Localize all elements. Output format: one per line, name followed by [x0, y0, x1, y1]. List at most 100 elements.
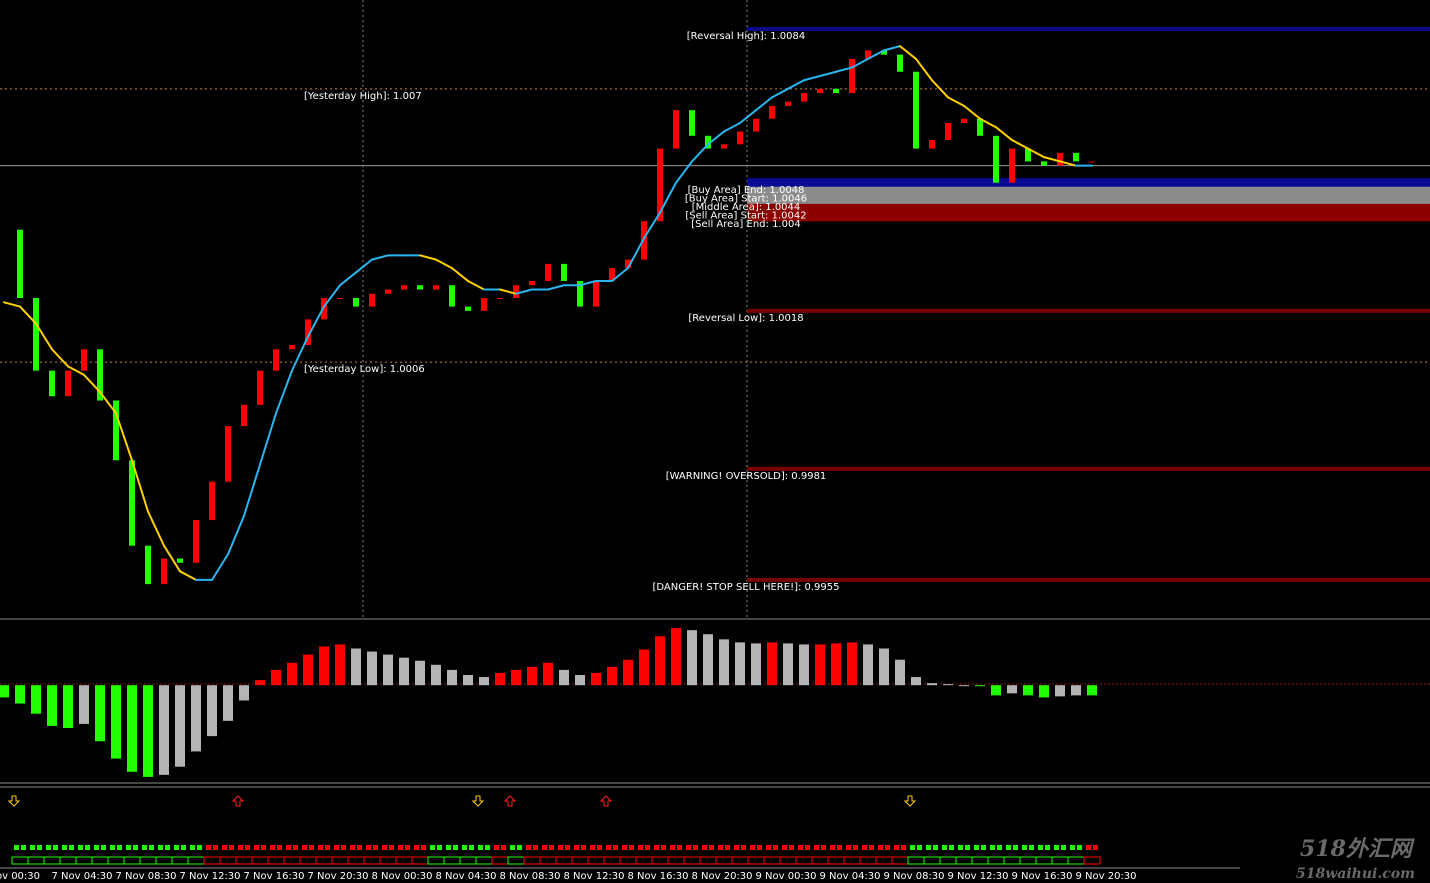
trend-square — [901, 845, 906, 850]
candle-body — [321, 298, 327, 320]
candle-body — [49, 370, 55, 397]
trend-square — [837, 845, 842, 850]
trend-cell — [939, 856, 957, 865]
moving-average — [515, 288, 533, 295]
x-tick-label: 9 Nov 08:30 — [883, 871, 944, 882]
trend-cell — [731, 856, 749, 865]
trend-square — [366, 845, 371, 850]
moving-average — [547, 284, 565, 291]
histogram-bar — [1007, 685, 1017, 694]
candle-body — [753, 118, 759, 132]
trend-cell — [363, 856, 381, 865]
trend-square — [1093, 845, 1098, 850]
trend-cell — [683, 856, 701, 865]
moving-average — [659, 181, 677, 214]
candle-body — [17, 229, 23, 299]
histogram-bar — [47, 685, 57, 726]
trend-cell — [123, 856, 141, 865]
trend-square — [981, 845, 986, 850]
trend-square — [1061, 845, 1066, 850]
moving-average — [451, 267, 469, 282]
moving-average — [723, 121, 741, 133]
moving-average — [675, 160, 693, 184]
candle-body — [465, 306, 471, 311]
trend-square — [517, 845, 522, 850]
trend-square — [254, 845, 259, 850]
trend-square — [750, 845, 755, 850]
trend-square — [638, 845, 643, 850]
histogram-bar — [303, 654, 313, 686]
trend-square — [382, 845, 387, 850]
candle-body — [177, 558, 183, 563]
trend-square — [414, 845, 419, 850]
moving-average — [275, 369, 293, 415]
level-label: [Middle Area]: 1.0044 — [692, 202, 801, 213]
histogram-bar — [527, 666, 537, 686]
histogram-bar — [31, 685, 41, 714]
trend-cell — [315, 856, 333, 865]
trend-square — [46, 845, 51, 850]
candle-body — [417, 285, 423, 290]
histogram-bar — [719, 639, 729, 686]
trend-cell — [923, 856, 941, 865]
candle-body — [385, 289, 391, 294]
candle-body — [433, 285, 439, 290]
trend-square — [645, 845, 650, 850]
histogram-bar — [799, 644, 809, 686]
histogram-bar — [1039, 685, 1049, 698]
signal-arrow — [471, 795, 485, 807]
moving-average — [131, 459, 149, 513]
histogram-bar — [0, 685, 9, 698]
trend-square — [1077, 845, 1082, 850]
trend-square — [69, 845, 74, 850]
trend-square — [965, 845, 970, 850]
trend-square — [469, 845, 474, 850]
trend-square — [526, 845, 531, 850]
histogram-bar — [607, 666, 617, 686]
candle-body — [369, 293, 375, 307]
trend-square — [693, 845, 698, 850]
trend-cell — [11, 856, 29, 865]
candle-body — [577, 280, 583, 307]
trend-cell — [843, 856, 861, 865]
signal-arrow — [503, 795, 517, 807]
x-tick-label: 7 Nov 04:30 — [51, 871, 112, 882]
moving-average — [67, 365, 85, 376]
trend-cell — [891, 856, 909, 865]
candle-body — [881, 50, 887, 55]
histogram-bar — [271, 669, 281, 686]
trend-square — [1070, 845, 1075, 850]
trend-square — [309, 845, 314, 850]
trend-cell — [43, 856, 61, 865]
trend-square — [341, 845, 346, 850]
signal-arrow — [903, 795, 917, 807]
moving-average — [915, 57, 933, 82]
candle-body — [737, 131, 743, 145]
trend-square — [110, 845, 115, 850]
trend-square — [510, 845, 515, 850]
trend-square — [181, 845, 186, 850]
x-tick-label: 8 Nov 04:30 — [435, 871, 496, 882]
candle-body — [625, 259, 631, 269]
trend-square — [238, 845, 243, 850]
histogram-bar — [847, 642, 857, 686]
trend-cell — [475, 856, 493, 865]
moving-average — [739, 109, 757, 124]
trend-square — [597, 845, 602, 850]
candle-body — [529, 280, 535, 286]
trend-square — [149, 845, 154, 850]
trend-square — [574, 845, 579, 850]
candle-body — [769, 105, 775, 119]
histogram-bar — [159, 685, 169, 775]
candle-body — [241, 404, 247, 427]
signal-arrow — [7, 795, 21, 807]
candle-body — [561, 263, 567, 281]
trend-cell — [379, 856, 397, 865]
trend-square — [702, 845, 707, 850]
level-label: [Sell Area] Start: 1.0042 — [685, 210, 806, 221]
trend-square — [581, 845, 586, 850]
histogram-bar — [559, 669, 569, 686]
moving-average — [979, 117, 997, 129]
x-tick-label: 7 Nov 08:30 — [115, 871, 176, 882]
trend-square — [869, 845, 874, 850]
